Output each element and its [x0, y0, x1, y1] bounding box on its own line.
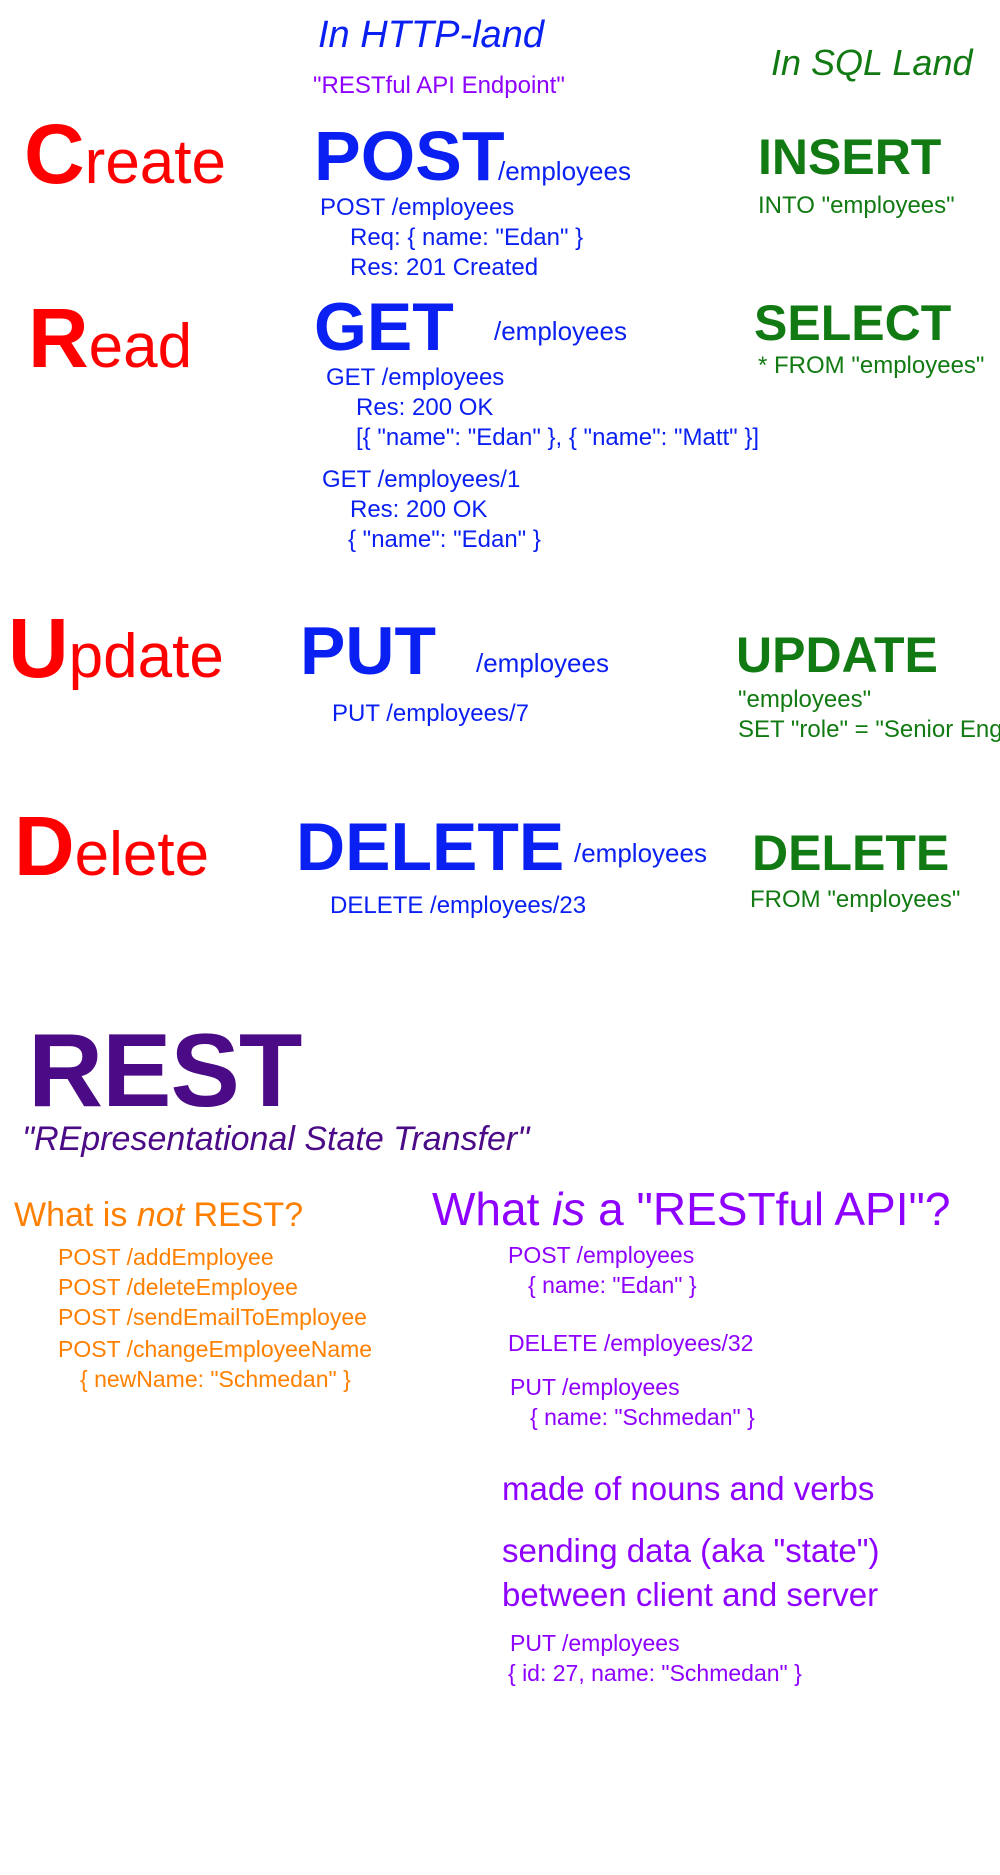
sql-clause: "employees" — [738, 686, 872, 713]
not-rest-item: POST /sendEmailToEmployee — [58, 1304, 367, 1330]
restful-example: PUT /employees — [510, 1630, 680, 1656]
sql-keyword-insert: INSERT — [758, 129, 942, 185]
example-line: { "name": "Edan" } — [348, 526, 541, 553]
http-verb-get: GET — [314, 289, 454, 365]
not-rest-item: POST /addEmployee — [58, 1244, 274, 1270]
http-path: /employees — [494, 316, 627, 346]
http-verb-put: PUT — [300, 613, 436, 689]
example-line: DELETE /employees/23 — [330, 892, 587, 919]
http-column-subtitle: "RESTful API Endpoint" — [313, 72, 565, 99]
crud-initial: C — [24, 107, 85, 201]
restful-example: PUT /employees — [510, 1374, 680, 1400]
sql-keyword-select: SELECT — [754, 295, 952, 351]
http-path: /employees — [476, 648, 609, 678]
http-column-title: In HTTP-land — [318, 14, 544, 56]
crud-rest: elete — [74, 820, 210, 889]
crud-delete-label: Delete — [14, 798, 209, 895]
not-rest-item: POST /changeEmployeeName — [58, 1336, 373, 1362]
sql-clause: INTO "employees" — [758, 192, 955, 219]
example-line: Res: 200 OK — [356, 394, 494, 421]
sql-column-title: In SQL Land — [771, 42, 973, 83]
example-line: Res: 200 OK — [350, 496, 488, 523]
restful-example: DELETE /employees/32 — [508, 1330, 754, 1356]
is-rest-heading: What is a "RESTful API"? — [432, 1182, 950, 1236]
crud-initial: D — [14, 799, 75, 893]
crud-update-label: Update — [8, 600, 224, 697]
example-line: Res: 201 Created — [350, 254, 539, 281]
crud-rest: ead — [88, 312, 193, 381]
sql-clause: FROM "employees" — [750, 886, 961, 913]
not-rest-item: POST /deleteEmployee — [58, 1274, 298, 1300]
restful-note: made of nouns and verbs — [502, 1470, 875, 1507]
sql-keyword-delete: DELETE — [752, 825, 950, 881]
restful-note: between client and server — [502, 1576, 879, 1613]
example-line: [{ "name": "Edan" }, { "name": "Matt" }] — [356, 424, 760, 451]
rest-title: REST — [28, 1013, 302, 1129]
crud-create-label: Create — [24, 106, 226, 203]
heading-text: What is — [14, 1196, 137, 1234]
http-path: /employees — [498, 156, 631, 186]
crud-read-label: Read — [28, 290, 192, 387]
not-rest-heading: What is not REST? — [14, 1196, 303, 1235]
not-rest-item: { newName: "Schmedan" } — [80, 1366, 351, 1392]
heading-text: What — [432, 1183, 553, 1235]
heading-text: REST? — [184, 1196, 304, 1234]
crud-initial: R — [28, 291, 89, 385]
restful-example: { name: "Schmedan" } — [530, 1404, 755, 1430]
crud-initial: U — [8, 601, 69, 695]
rest-subtitle: "REpresentational State Transfer" — [22, 1120, 530, 1158]
restful-example: { id: 27, name: "Schmedan" } — [508, 1660, 802, 1686]
sql-clause: * FROM "employees" — [758, 352, 985, 379]
example-line: Req: { name: "Edan" } — [350, 224, 584, 251]
heading-emphasis: is — [552, 1183, 586, 1235]
crud-rest: pdate — [68, 622, 224, 691]
example-line: POST /employees — [320, 194, 515, 221]
sql-update-clause-clip: "employees" SET "role" = "Senior Eng — [738, 686, 1000, 746]
restful-example: POST /employees — [508, 1242, 695, 1268]
sql-keyword-update: UPDATE — [736, 627, 938, 683]
example-line: GET /employees — [326, 364, 505, 391]
sql-clause: SET "role" = "Senior Eng — [738, 716, 1000, 743]
http-verb-delete: DELETE — [296, 809, 565, 885]
example-line: GET /employees/1 — [322, 466, 521, 493]
restful-example: { name: "Edan" } — [528, 1272, 697, 1298]
heading-text: a "RESTful API"? — [585, 1183, 951, 1235]
heading-emphasis: not — [136, 1196, 185, 1234]
restful-note: sending data (aka "state") — [502, 1532, 880, 1569]
http-verb-post: POST — [314, 117, 505, 195]
crud-rest: reate — [84, 128, 226, 197]
example-line: PUT /employees/7 — [332, 700, 529, 727]
http-path: /employees — [574, 838, 707, 868]
